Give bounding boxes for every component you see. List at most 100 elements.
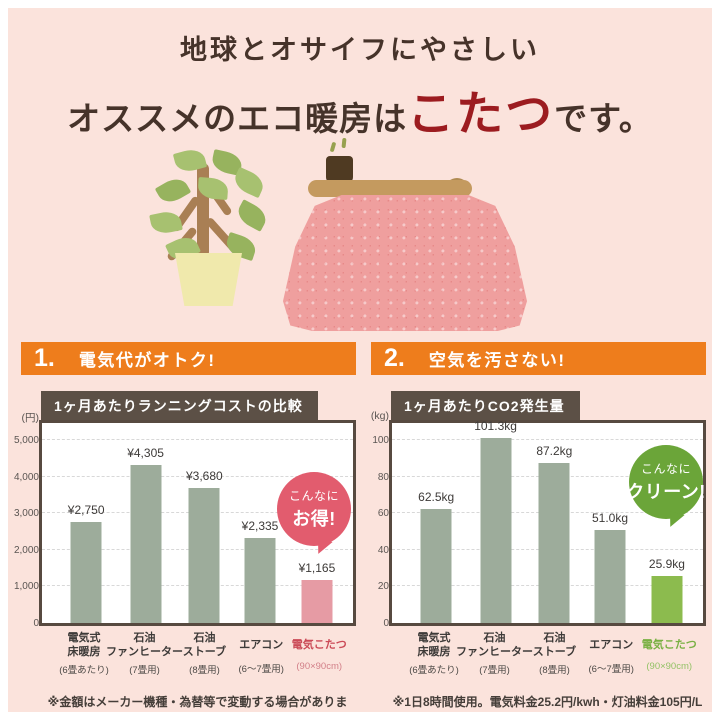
- bubble-tail-icon: [314, 538, 333, 557]
- bar: [420, 508, 452, 623]
- leaf-icon: [149, 209, 183, 236]
- y-axis-tick: 80: [377, 471, 389, 483]
- category-label: 電気こたつ (90×90cm): [641, 638, 697, 672]
- plant-branch: [204, 216, 238, 252]
- cost-chart: 1ヶ月あたりランニングコストの比較 (円) こんなに お得! 5,000 4,00…: [14, 375, 356, 712]
- title-line2: オススメのエコ暖房はこたつです。: [8, 75, 712, 144]
- section-co2: 2. 空気を汚さない! 1ヶ月あたりCO2発生量 (kg) こんなに クリーン!…: [371, 342, 706, 712]
- y-axis-tick: 3,000: [13, 508, 39, 520]
- category-row: 電気式 床暖房 (6畳あたり) 石油 ファンヒーター (7畳用) 石油 ストーブ (8畳用) エア…: [39, 632, 356, 680]
- bubble-tail-icon: [666, 511, 685, 530]
- bar: [130, 465, 162, 623]
- poster: 地球とオサイフにやさしい オススメのエコ暖房はこたつです。: [8, 8, 712, 712]
- gridline: [42, 475, 353, 477]
- gridline: [42, 439, 353, 440]
- chart-plot-area: (円) こんなに お得! 5,000 4,000 3,000 2,000 1,000 0 ¥…: [14, 412, 356, 629]
- speech-bubble: こんなに クリーン!: [626, 445, 706, 530]
- section-2-banner: 2. 空気を汚さない!: [371, 342, 706, 375]
- y-axis-tick: 2,000: [13, 544, 39, 556]
- bar-value-label: 25.9kg: [648, 556, 685, 571]
- bar-value-label: 87.2kg: [536, 444, 573, 459]
- chart-title-tab: 1ヶ月あたりランニングコストの比較: [41, 391, 318, 420]
- category-label: 石油 ストーブ (8畳用): [532, 632, 577, 676]
- bar: [244, 537, 276, 623]
- chart-sections: 1. 電気代がオトク! 1ヶ月あたりランニングコストの比較 (円) こんなに お…: [14, 342, 706, 712]
- y-axis-tick: 100: [372, 435, 389, 446]
- bar-value-label: ¥2,335: [241, 518, 279, 533]
- y-axis-tick: 40: [377, 544, 389, 556]
- title-line2-suffix: です。: [554, 99, 653, 138]
- category-label: エアコン (6〜7畳用): [238, 638, 284, 675]
- y-axis-tick: 0: [383, 618, 389, 629]
- section-cost: 1. 電気代がオトク! 1ヶ月あたりランニングコストの比較 (円) こんなに お…: [14, 342, 356, 712]
- category-label: 石油 ストーブ (8畳用): [182, 632, 227, 676]
- footnote-line: ※金額はメーカー機種・為替等で変動する場合があります。: [47, 695, 348, 709]
- bar: [594, 529, 626, 623]
- teacup-icon: [326, 156, 353, 184]
- leaf-icon: [172, 146, 208, 175]
- leaf-icon: [231, 166, 267, 199]
- y-axis-tick: 60: [377, 508, 389, 520]
- speech-bubble: こんなに お得!: [277, 472, 351, 557]
- leaf-icon: [233, 199, 271, 232]
- bar-value-label: 51.0kg: [591, 510, 629, 525]
- bubble-line1: こんなに: [640, 462, 691, 476]
- bubble-line1: こんなに: [288, 489, 339, 503]
- leaf-icon: [154, 173, 192, 208]
- bar-highlight: [301, 580, 333, 623]
- category-label: 電気こたつ (90×90cm): [291, 638, 347, 672]
- kotatsu-knob: [446, 178, 468, 198]
- y-axis-tick: 1,000: [13, 581, 39, 593]
- bar: [188, 488, 220, 623]
- bar-highlight: [651, 575, 683, 623]
- bar-value-label: 101.3kg: [474, 418, 517, 433]
- category-label: エアコン (6〜7畳用): [588, 638, 634, 675]
- section-heading: 電気代がオトク!: [78, 351, 216, 370]
- section-1-banner: 1. 電気代がオトク!: [21, 342, 356, 375]
- section-number: 2.: [384, 344, 405, 372]
- bar-value-label: 62.5kg: [418, 489, 455, 504]
- bar: [70, 522, 102, 623]
- plant-branch: [203, 179, 233, 217]
- leaf-icon: [197, 176, 229, 201]
- bubble-line2: クリーン!: [626, 482, 706, 502]
- title-line1: 地球とオサイフにやさしい: [180, 35, 540, 66]
- category-label: 石油 ファンヒーター (7畳用): [456, 632, 534, 676]
- page-title: 地球とオサイフにやさしい オススメのエコ暖房はこたつです。: [8, 28, 712, 144]
- y-axis-unit: (kg): [370, 410, 389, 422]
- kotatsu-tabletop: [308, 180, 472, 197]
- footnote: ※1日8時間使用。電気料金25.2円/kwh・灯油料金105円/L (東京電力及…: [389, 693, 706, 712]
- footnote-line: ※1日8時間使用。電気料金25.2円/kwh・灯油料金105円/L: [392, 695, 703, 709]
- leaf-icon: [210, 149, 244, 176]
- bar-value-label: ¥3,680: [185, 469, 223, 484]
- bar-value-label: ¥2,750: [67, 503, 105, 518]
- section-heading: 空気を汚さない!: [428, 351, 566, 370]
- plant-branch: [171, 195, 201, 233]
- section-number: 1.: [34, 344, 55, 372]
- leaf-icon: [223, 231, 259, 262]
- chart-plot-area: (kg) こんなに クリーン! 100 80 60 40 20 0 62.5kg 101.3k…: [371, 410, 706, 629]
- category-label: 電気式 床暖房 (6畳あたり): [409, 632, 459, 676]
- co2-chart: 1ヶ月あたりCO2発生量 (kg) こんなに クリーン! 100 80 60 40 20…: [371, 375, 706, 712]
- y-axis-tick: 0: [33, 618, 39, 629]
- chart-title-tab: 1ヶ月あたりCO2発生量: [391, 391, 580, 420]
- gridline: [392, 439, 703, 440]
- category-label: 石油 ファンヒーター (7畳用): [106, 632, 184, 676]
- title-line2-prefix: オススメのエコ暖房は: [67, 99, 408, 138]
- title-line2-highlight: こたつ: [407, 87, 555, 142]
- plant-trunk: [197, 163, 209, 258]
- bar-value-label: ¥1,165: [298, 561, 336, 576]
- leaf-icon: [164, 232, 202, 265]
- category-row: 電気式 床暖房 (6畳あたり) 石油 ファンヒーター (7畳用) 石油 ストーブ (8畳用) エア…: [389, 632, 706, 680]
- footnote-line: (東京電力及び石油情報センター(関東)の価格を参照): [389, 711, 706, 712]
- bar: [480, 437, 512, 623]
- bar: [538, 463, 570, 623]
- category-label: 電気式 床暖房 (6畳あたり): [59, 632, 109, 676]
- y-axis-unit: (円): [21, 412, 40, 424]
- bubble-line2: お得!: [292, 509, 336, 529]
- footnote: ※金額はメーカー機種・為替等で変動する場合があります。: [39, 693, 356, 712]
- plant-pot: [175, 253, 242, 306]
- bar-value-label: ¥4,305: [127, 446, 164, 461]
- y-axis-tick: 20: [377, 581, 389, 593]
- y-axis-tick: 5,000: [13, 435, 39, 446]
